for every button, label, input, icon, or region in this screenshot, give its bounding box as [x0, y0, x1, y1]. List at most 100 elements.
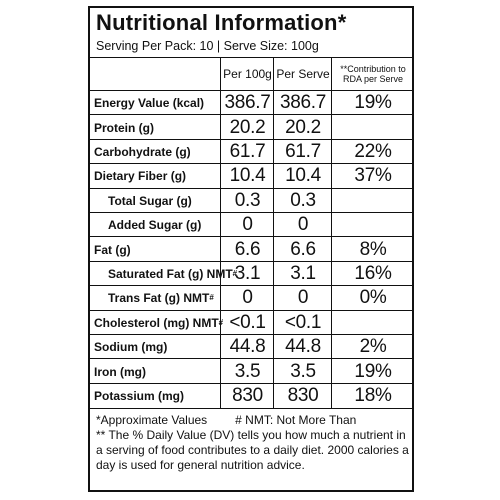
value-rda: 19%: [354, 360, 392, 382]
table-row: Iron (mg) 3.5 3.5 19%: [90, 359, 412, 383]
header-per-serve: Per Serve: [276, 67, 330, 81]
value-per-serve: 830: [287, 384, 319, 406]
value-rda: [332, 311, 414, 335]
table-header-row: Per 100g Per Serve **Contribution to RDA…: [90, 58, 412, 90]
row-rule: [90, 212, 412, 213]
nutrient-label-text: Carbohydrate (g): [94, 144, 191, 159]
row-rule: [90, 334, 412, 335]
value-per-serve: 3.5: [290, 360, 316, 382]
value-per-100g: 0: [242, 287, 253, 309]
value-rda: 0%: [359, 287, 387, 309]
table-row: Cholesterol (mg) NMT # <0.1 <0.1: [90, 311, 412, 335]
table-row: Saturated Fat (g) NMT #3.1 3.1 16%: [90, 262, 412, 286]
header-top-rule: [90, 57, 412, 58]
value-per-100g: 61.7: [229, 140, 266, 162]
value-per-100g: 10.4: [229, 165, 266, 187]
column-rule-2: [273, 57, 274, 408]
table-row: Fat (g) 6.6 6.6 8%: [90, 237, 412, 261]
value-rda: 16%: [354, 262, 392, 284]
nutrient-label-text: Trans Fat (g) NMT: [108, 291, 210, 306]
table-row: Total Sugar (g) 0.3 0.3: [90, 189, 412, 213]
value-per-serve: 61.7: [285, 140, 321, 162]
value-rda: 18%: [354, 384, 392, 406]
nutrient-label: Fat (g): [94, 237, 218, 261]
nutrient-label: Carbohydrate (g): [94, 140, 218, 164]
nutrient-label: Saturated Fat (g) NMT #: [108, 266, 238, 281]
value-per-100g: 386.7: [224, 92, 271, 114]
nutrient-label: Protein (g): [94, 115, 218, 139]
value-per-serve: 44.8: [285, 336, 321, 358]
nutrient-label: Sodium (mg): [94, 335, 218, 359]
table-row: Carbohydrate (g) 61.7 61.7 22%: [90, 140, 412, 164]
nutrient-label-text: Total Sugar (g): [108, 193, 192, 208]
value-per-serve: 0: [297, 214, 309, 236]
value-per-100g: 3.1: [234, 262, 261, 284]
table-row: Potassium (mg) 830 830 18%: [90, 384, 412, 408]
nutrient-label: Potassium (mg): [94, 384, 218, 408]
panel-title: Nutritional Information*: [96, 10, 347, 35]
nutrient-label: Cholesterol (mg) NMT #: [94, 315, 224, 330]
serving-info: Serving Per Pack: 10 | Serve Size: 100g: [96, 39, 319, 53]
value-rda: [332, 189, 414, 213]
value-per-serve: 10.4: [285, 165, 321, 187]
value-rda: [332, 213, 414, 237]
row-rule: [90, 309, 412, 311]
value-rda: 22%: [354, 140, 392, 162]
nutrient-label-text: Added Sugar (g): [108, 218, 202, 233]
nutrient-label-text: Protein (g): [94, 120, 154, 135]
row-rule: [90, 358, 412, 360]
value-rda: 2%: [359, 336, 387, 358]
value-per-100g: 44.8: [229, 336, 266, 358]
value-per-100g: 3.5: [234, 360, 261, 382]
nutrient-label-text: Iron (mg): [94, 364, 146, 379]
value-rda: 19%: [354, 92, 392, 114]
row-rule: [90, 187, 412, 189]
table-bottom-rule: [90, 408, 412, 409]
nutrient-label: Trans Fat (g) NMT #: [108, 291, 214, 306]
row-rule: [90, 260, 412, 262]
nutrient-label: Total Sugar (g): [108, 189, 232, 213]
table-row: Energy Value (kcal) 386.7 386.7 19%: [90, 91, 412, 115]
row-rule: [90, 236, 412, 238]
header-rda-line1: **Contribution to: [340, 64, 406, 74]
value-per-serve: 0.3: [290, 189, 316, 211]
footer-dv-note: ** The % Daily Value (DV) tells you how …: [96, 428, 409, 472]
nutrient-label: Iron (mg): [94, 359, 218, 383]
nutrition-panel: Nutritional Information* Serving Per Pac…: [88, 6, 414, 492]
table-row: Dietary Fiber (g) 10.4 10.4 37%: [90, 164, 412, 188]
table-row: Added Sugar (g) 0 0: [90, 213, 412, 237]
value-per-serve: 3.1: [290, 262, 316, 284]
nutrient-label: Added Sugar (g): [108, 213, 232, 237]
row-rule: [90, 382, 412, 384]
footer-approx: *Approximate Values: [96, 413, 208, 427]
value-per-serve: 20.2: [285, 116, 321, 138]
header-rda-line2: RDA per Serve: [342, 74, 404, 84]
value-rda: [332, 115, 414, 139]
value-rda: 37%: [354, 165, 392, 187]
nutrient-label-text: Cholesterol (mg) NMT: [94, 315, 219, 330]
header-rda: **Contribution to RDA per Serve: [332, 58, 414, 90]
nutrient-label: Dietary Fiber (g): [94, 164, 218, 188]
row-rule: [90, 90, 412, 91]
value-per-100g: 830: [232, 384, 263, 406]
nutrient-label-text: Potassium (mg): [94, 388, 185, 403]
nutrient-label-text: Dietary Fiber (g): [94, 169, 187, 184]
value-per-100g: 0: [242, 214, 253, 236]
value-per-serve: <0.1: [284, 311, 322, 333]
value-per-100g: 0.3: [234, 189, 261, 211]
header-per-100g: Per 100g: [223, 67, 272, 81]
value-per-serve: 0: [297, 287, 309, 309]
footer-nmt: # NMT: Not More Than: [235, 413, 357, 427]
nutrient-label-text: Energy Value (kcal): [94, 96, 205, 111]
table-row: Sodium (mg) 44.8 44.8 2%: [90, 335, 412, 359]
value-per-100g: <0.1: [229, 311, 266, 333]
column-rule-3: [331, 57, 332, 408]
nutrient-label-text: Sodium (mg): [94, 340, 168, 355]
value-per-100g: 6.6: [234, 238, 261, 260]
value-rda: 8%: [359, 238, 387, 260]
nutrient-label-text: Fat (g): [94, 242, 131, 257]
table-row: Trans Fat (g) NMT # 0 0 0%: [90, 286, 412, 310]
table-row: Protein (g) 20.2 20.2: [90, 115, 412, 139]
row-rule: [90, 138, 412, 140]
value-per-serve: 386.7: [279, 92, 327, 114]
